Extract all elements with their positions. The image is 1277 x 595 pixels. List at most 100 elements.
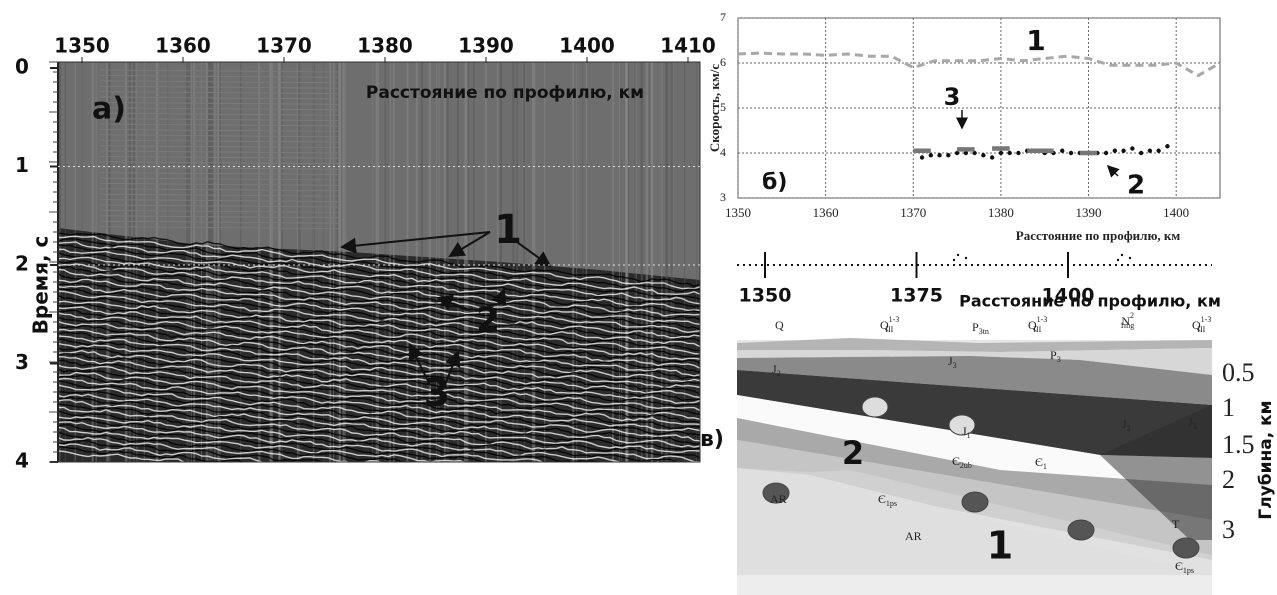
depth-tick-label: 3 — [1222, 515, 1235, 544]
formation-sup: 2 — [1130, 311, 1134, 320]
x-tick-label: 1350 — [739, 285, 792, 307]
reflector — [58, 431, 406, 462]
formation-label: J1 — [962, 424, 971, 440]
point — [919, 155, 925, 160]
formation-label: AR — [770, 492, 787, 506]
reflector — [58, 303, 700, 358]
noise-stripe — [612, 62, 614, 462]
noise-stripe — [240, 62, 242, 462]
x-tick-label: 1400 — [1163, 205, 1189, 220]
formation-sub: 2ub — [960, 461, 972, 470]
formation-base: AR — [770, 492, 787, 506]
point — [972, 150, 977, 156]
point — [998, 150, 1004, 156]
noise-stripe — [572, 62, 575, 462]
reflector — [58, 347, 700, 401]
formation-sub: 1ps — [1183, 566, 1194, 575]
point — [1103, 150, 1109, 156]
reflector — [58, 355, 700, 412]
reflector — [58, 256, 700, 312]
reflector — [58, 450, 187, 462]
formation-label: N2 1mg — [1120, 311, 1134, 330]
noise-stripe — [634, 62, 636, 462]
noise-stripe — [635, 62, 637, 462]
noise-stripe — [281, 62, 283, 462]
formation-base: Q — [880, 318, 889, 332]
point — [1112, 148, 1118, 153]
formation-sub: 1ps — [886, 499, 897, 508]
reflector — [99, 215, 341, 219]
noise-stripe — [523, 62, 525, 462]
noise-stripe — [143, 62, 145, 462]
noise-stripe — [516, 62, 518, 462]
depth-tick-label: 1 — [1222, 393, 1235, 422]
noise-stripe — [186, 62, 188, 462]
reflector — [58, 268, 700, 325]
reflector — [58, 380, 700, 436]
formation-base: J — [1188, 415, 1193, 429]
formation-sup: 1-3 — [1201, 315, 1212, 324]
formation-label: P3tn — [972, 320, 989, 336]
reflector — [58, 328, 700, 383]
noise-stripe — [389, 62, 391, 462]
reflector — [58, 439, 325, 462]
reflector — [99, 199, 341, 203]
reflector — [99, 166, 341, 170]
reflector — [58, 342, 700, 399]
formation-sup: 1-3 — [889, 315, 900, 324]
noise-stripe — [406, 62, 409, 462]
noise-stripe — [64, 62, 66, 462]
reflector — [58, 260, 700, 314]
reflector — [58, 371, 700, 425]
formation-label: Q — [775, 318, 784, 332]
noise-stripe — [673, 62, 675, 462]
formation-sub: 2 — [1127, 424, 1131, 433]
reflector — [99, 107, 341, 111]
reflector — [99, 128, 341, 132]
panel-label: а) — [92, 92, 126, 127]
formation-sub: 2 — [777, 369, 781, 378]
depth-tick-label: 2 — [1222, 465, 1235, 494]
point — [1130, 146, 1135, 151]
noise-stripe — [684, 62, 686, 462]
noise-stripe — [582, 62, 584, 462]
reflector — [58, 285, 700, 339]
noise-stripe — [485, 62, 487, 462]
noise-stripe — [313, 62, 314, 462]
depth-tick-label: 1.5 — [1222, 430, 1255, 459]
formation-sup: 1-3 — [1037, 315, 1048, 324]
reflector — [99, 150, 341, 154]
formation-base: P — [1050, 348, 1057, 362]
point — [989, 155, 995, 160]
reflector — [58, 288, 700, 343]
y-tick-label: 5 — [720, 100, 726, 114]
noise-stripe — [585, 62, 587, 462]
reflector — [58, 241, 700, 296]
depth-label: Глубина, км — [1256, 400, 1276, 519]
reflector — [99, 161, 341, 165]
noise-stripe — [258, 62, 261, 462]
reflector — [99, 101, 341, 105]
reflector — [99, 155, 341, 159]
y-tick-label: 7 — [720, 10, 726, 24]
formation-label: Q1-3 III — [880, 315, 899, 334]
reflector — [58, 416, 661, 462]
formation-sub: 3tn — [979, 327, 989, 336]
reflector — [99, 74, 341, 78]
formation-base: Є — [878, 492, 886, 506]
reflector — [58, 294, 700, 352]
noise-stripe — [377, 62, 379, 462]
noise-stripe — [388, 62, 390, 462]
reflector — [99, 134, 341, 138]
reflector — [99, 139, 341, 143]
reflector — [58, 312, 700, 369]
reflector — [99, 220, 341, 224]
noise-stripe — [323, 62, 325, 462]
formation-label: AR — [905, 529, 922, 543]
reflector — [58, 278, 700, 334]
noise-stripe — [645, 62, 649, 462]
reflector — [58, 265, 700, 321]
annotation: 1 — [987, 524, 1013, 568]
y-axis-label: Время, с — [29, 236, 53, 335]
